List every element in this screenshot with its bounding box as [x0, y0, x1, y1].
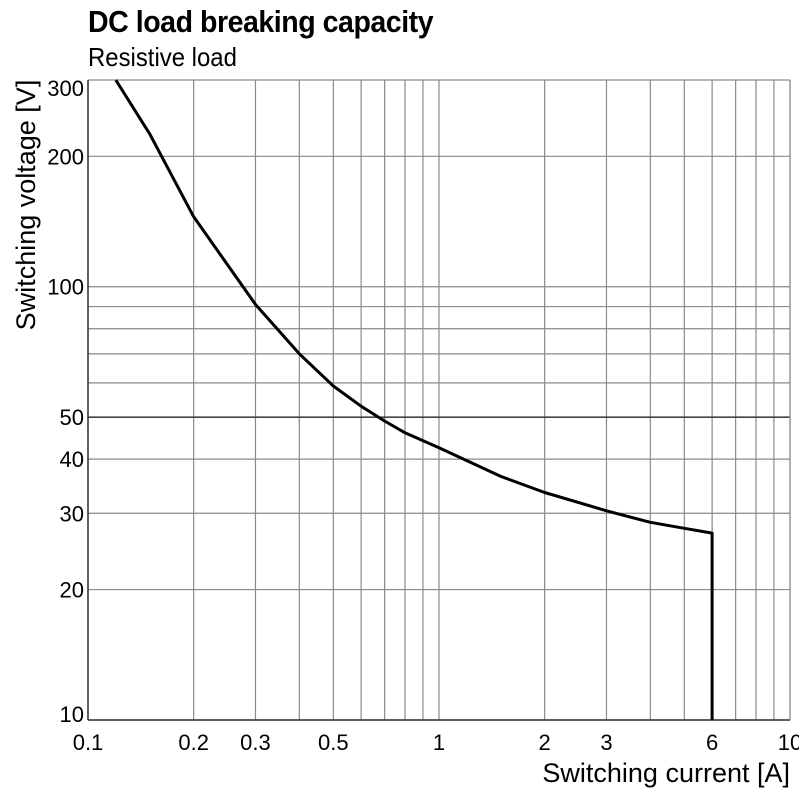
x-tick-label: 0.2 [178, 730, 209, 755]
chart-subtitle: Resistive load [88, 42, 237, 72]
x-tick-label: 0.5 [318, 730, 349, 755]
x-axis-label: Switching current [A] [542, 758, 790, 788]
y-axis-label: Switching voltage [V] [11, 80, 41, 331]
x-tick-label: 0.3 [240, 730, 271, 755]
y-tick-label: 200 [47, 144, 84, 169]
chart-title: DC load breaking capacity [88, 4, 434, 39]
y-tick-label: 100 [47, 275, 84, 300]
x-tick-label: 3 [600, 730, 612, 755]
y-tick-label: 10 [60, 702, 84, 727]
y-tick-label: 20 [60, 578, 84, 603]
x-tick-label: 6 [706, 730, 718, 755]
y-tick-label: 300 [47, 76, 84, 101]
x-tick-label: 10 [778, 730, 799, 755]
y-tick-label: 30 [60, 501, 84, 526]
x-tick-label: 1 [433, 730, 445, 755]
series-line [114, 79, 714, 720]
y-tick-label: 50 [60, 405, 84, 430]
x-tick-label: 2 [539, 730, 551, 755]
x-tick-label: 0.1 [73, 730, 104, 755]
y-tick-label: 40 [60, 447, 84, 472]
